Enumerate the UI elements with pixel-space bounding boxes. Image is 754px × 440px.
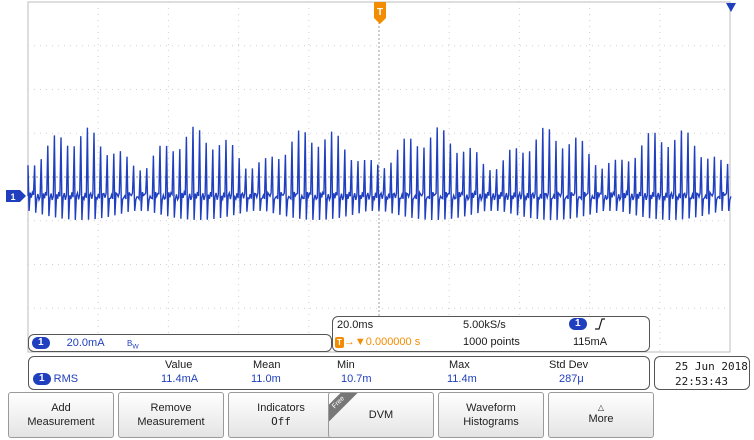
value-current: 11.4mA [161,373,199,385]
remove-measurement-button[interactable]: Remove Measurement [118,392,224,438]
ground-marker-label: 1 [10,192,15,202]
header-value: Value [165,359,193,371]
trigger-level: 115mA [573,336,608,348]
channel-readout[interactable]: 1 20.0mA BW [28,334,332,352]
vertical-scale: 20.0mA [66,337,104,349]
record-length: 1000 points [463,336,520,348]
indicators-state: Off [271,415,291,428]
measurement-name: RMS [53,373,79,385]
trigger-offset: T →▼0.000000 s [335,336,421,348]
trigger-level-marker[interactable] [726,3,736,12]
more-chevron-icon: △ [597,403,605,412]
ground-level-marker[interactable]: 1 [6,190,26,202]
more-button[interactable]: △ More [548,392,654,438]
channel-1-trace [27,126,732,221]
softkey-bar: Add Measurement Remove Measurement Indicat… [8,392,754,440]
measurement-source: 1 RMS [33,373,79,386]
trigger-arrow-icon: →▼ [343,336,366,348]
sample-rate: 5.00kS/s [463,319,506,331]
indicators-button[interactable]: Indicators Off [228,392,334,438]
time-per-division: 20.0ms [337,319,374,331]
header-mean: Mean [253,359,281,371]
waveform-path [27,126,732,221]
waveform-histograms-button[interactable]: Waveform Histograms [438,392,544,438]
value-min: 10.7m [341,373,372,385]
date-time-readout[interactable]: 25 Jun 2018 22:53:43 [654,356,750,390]
trigger-position-marker[interactable]: T [374,2,386,24]
value-mean: 11.0m [251,373,281,385]
channel-number-badge: 1 [32,337,50,350]
header-std-dev: Std Dev [549,359,589,371]
trigger-marker-label: T [377,7,383,18]
header-min: Min [337,359,355,371]
time: 22:53:43 [675,375,728,388]
date: 25 Jun 2018 [675,360,748,373]
value-max: 11.4m [447,373,477,385]
trigger-source-badge: 1 [569,318,606,331]
rising-edge-icon [594,318,605,330]
trigger-offset-icon: T [335,337,344,348]
dvm-button[interactable]: Free DVM [328,392,434,438]
add-measurement-button[interactable]: Add Measurement [8,392,114,438]
value-std-dev: 287μ [559,373,584,385]
free-tag: Free [329,393,361,425]
header-max: Max [449,359,470,371]
waveform-graticule: T 1 [6,1,736,353]
measurement-table[interactable]: 1 RMS Value Mean Min Max Std Dev 11.4mA … [28,356,650,390]
bandwidth-limit-icon: BW [127,339,139,351]
horizontal-readout[interactable]: 20.0ms 5.00kS/s 1 T →▼0.000000 s 1000 poi… [332,316,650,352]
